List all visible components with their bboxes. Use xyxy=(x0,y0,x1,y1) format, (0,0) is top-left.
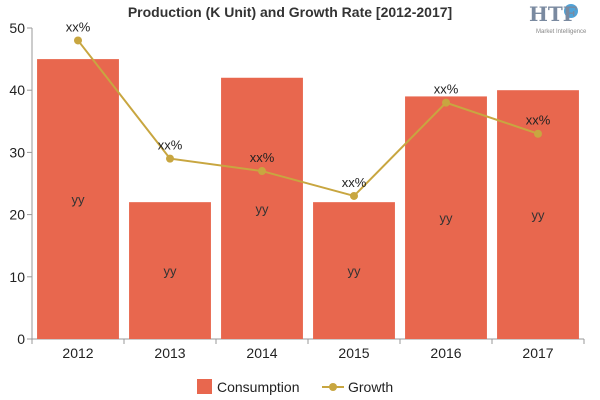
bar xyxy=(37,59,119,339)
bar-data-label: yy xyxy=(348,264,362,279)
y-axis: 0 10 20 30 40 50 xyxy=(9,20,33,347)
x-tick-label: 2016 xyxy=(430,345,461,361)
growth-data-label: xx% xyxy=(342,175,367,190)
growth-data-label: xx% xyxy=(526,113,551,128)
logo-subtitle: Market Intelligence xyxy=(536,29,587,35)
legend-swatch-growth-marker xyxy=(329,383,337,391)
y-tick-label: 50 xyxy=(9,20,25,36)
bar-data-label: yy xyxy=(256,201,270,216)
y-tick-label: 0 xyxy=(17,331,25,347)
growth-point xyxy=(534,129,542,138)
growth-point xyxy=(166,154,174,163)
y-tick-label: 20 xyxy=(9,207,25,223)
legend-label-consumption: Consumption xyxy=(217,379,300,395)
growth-data-label: xx% xyxy=(158,138,183,153)
bar-data-label: yy xyxy=(164,264,178,279)
legend-label-growth: Growth xyxy=(348,379,393,395)
y-tick-label: 40 xyxy=(9,82,25,98)
growth-data-label: xx% xyxy=(250,150,275,165)
bar xyxy=(405,96,487,339)
legend: Consumption Growth xyxy=(197,379,393,395)
htf-logo: HTF Market Intelligence xyxy=(529,2,587,35)
bar-series: yy yy yy yy yy yy xyxy=(37,59,579,339)
y-tick-label: 10 xyxy=(9,269,25,285)
bar xyxy=(221,77,303,339)
x-tick-label: 2017 xyxy=(522,345,553,361)
bar-data-label: yy xyxy=(440,211,454,226)
x-tick-label: 2015 xyxy=(338,345,369,361)
line-series: xx% xx% xx% xx% xx% xx% xyxy=(66,19,551,200)
y-tick-label: 30 xyxy=(9,144,25,160)
bar-data-label: yy xyxy=(72,192,86,207)
bar xyxy=(313,202,395,339)
logo-text: HTF xyxy=(529,2,577,26)
x-tick-label: 2012 xyxy=(62,345,93,361)
logo-globe-icon xyxy=(564,4,578,18)
legend-swatch-consumption xyxy=(197,379,212,394)
growth-point xyxy=(258,167,266,176)
bar-data-label: yy xyxy=(532,208,546,223)
growth-point xyxy=(74,36,82,45)
bar xyxy=(129,202,211,339)
growth-point xyxy=(442,98,450,107)
growth-point xyxy=(350,191,358,200)
growth-data-label: xx% xyxy=(434,82,459,97)
chart-title: Production (K Unit) and Growth Rate [201… xyxy=(128,4,452,20)
x-tick-label: 2014 xyxy=(246,345,277,361)
growth-line xyxy=(77,39,539,198)
x-axis: 2012 2013 2014 2015 2016 2017 xyxy=(31,338,585,361)
x-tick-label: 2013 xyxy=(154,345,185,361)
growth-data-label: xx% xyxy=(66,19,91,34)
